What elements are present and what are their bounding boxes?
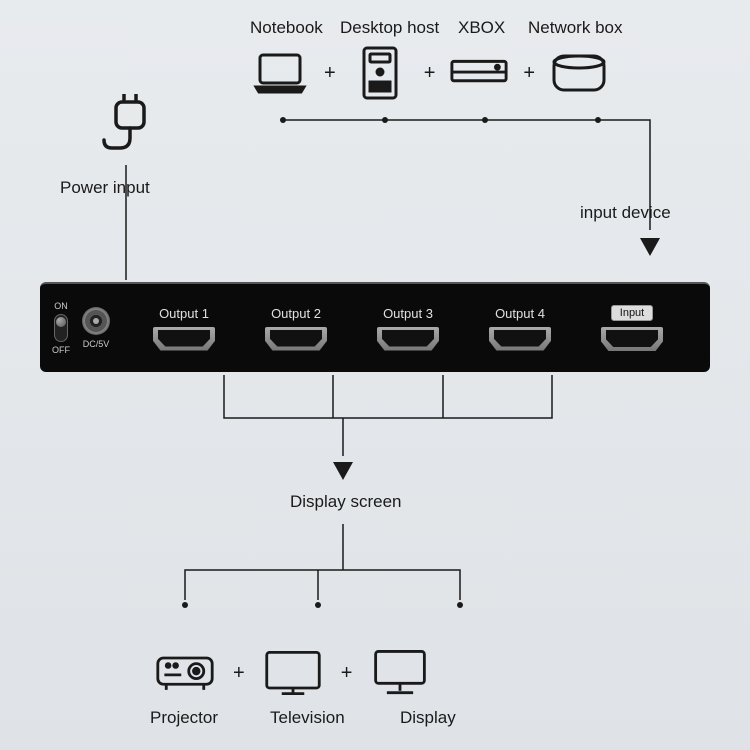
display-screen-label: Display screen xyxy=(290,492,402,512)
input-badge: Input xyxy=(611,305,653,321)
input-device-row: + + + xyxy=(250,48,609,98)
notebook-icon xyxy=(250,48,310,98)
input-device-labels: Notebook Desktop host XBOX Network box xyxy=(250,18,638,38)
plus-icon: + xyxy=(233,662,245,685)
hdmi-output-4 xyxy=(489,327,551,351)
hdmi-output-3 xyxy=(377,327,439,351)
projector-icon xyxy=(155,648,215,698)
output-device-labels: Projector Television Display xyxy=(150,708,500,728)
xbox-label: XBOX xyxy=(458,18,528,38)
hdmi-output-2 xyxy=(265,327,327,351)
output1-label: Output 1 xyxy=(159,306,209,321)
power-plug-icon xyxy=(100,92,156,161)
notebook-label: Notebook xyxy=(250,18,340,38)
television-label: Television xyxy=(270,708,400,728)
television-icon xyxy=(263,648,323,698)
xbox-icon xyxy=(449,48,509,98)
display-label: Display xyxy=(400,708,500,728)
output2-label: Output 2 xyxy=(271,306,321,321)
desktop-label: Desktop host xyxy=(340,18,458,38)
port-group: Output 1 Output 2 Output 3 Output 4 Inpu… xyxy=(118,305,698,351)
hdmi-input xyxy=(601,327,663,351)
plus-icon: + xyxy=(324,62,336,85)
dc-label: DC/5V xyxy=(83,339,110,349)
plus-icon: + xyxy=(424,62,436,85)
networkbox-label: Network box xyxy=(528,18,638,38)
networkbox-icon xyxy=(549,48,609,98)
dc-jack xyxy=(82,307,110,335)
power-input-label: Power input xyxy=(60,178,150,198)
power-switch: ON OFF xyxy=(52,301,70,355)
switch-off-label: OFF xyxy=(52,345,70,355)
plus-icon: + xyxy=(523,62,535,85)
output3-label: Output 3 xyxy=(383,306,433,321)
hdmi-splitter-device: ON OFF DC/5V Output 1 Output 2 Output 3 … xyxy=(40,282,710,372)
display-icon xyxy=(370,648,430,698)
projector-label: Projector xyxy=(150,708,270,728)
output4-label: Output 4 xyxy=(495,306,545,321)
input-device-section-label: input device xyxy=(580,203,671,223)
desktop-icon xyxy=(350,48,410,98)
switch-on-label: ON xyxy=(54,301,68,311)
output-device-row: + + xyxy=(155,648,430,698)
dc-jack-group: DC/5V xyxy=(82,307,110,349)
plus-icon: + xyxy=(341,662,353,685)
hdmi-output-1 xyxy=(153,327,215,351)
